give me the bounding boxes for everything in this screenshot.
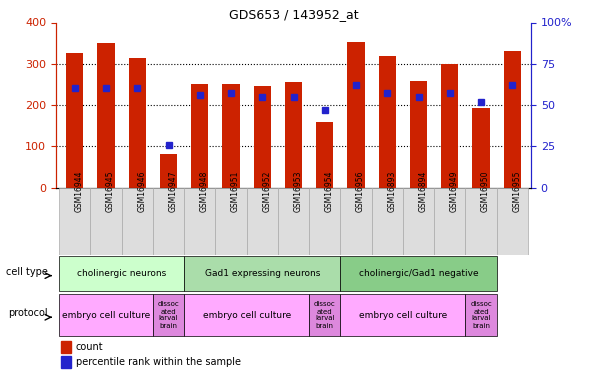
FancyBboxPatch shape — [278, 188, 309, 255]
Text: cholinergic/Gad1 negative: cholinergic/Gad1 negative — [359, 269, 478, 278]
Bar — [66, 54, 83, 188]
FancyBboxPatch shape — [466, 188, 497, 255]
Text: Gad1 expressing neurons: Gad1 expressing neurons — [205, 269, 320, 278]
FancyBboxPatch shape — [153, 294, 184, 336]
Bar — [348, 42, 365, 188]
Text: dissoc
ated
larval
brain: dissoc ated larval brain — [158, 302, 179, 328]
FancyBboxPatch shape — [184, 294, 309, 336]
Text: GSM16950: GSM16950 — [481, 170, 490, 211]
Bar — [316, 122, 333, 188]
FancyBboxPatch shape — [309, 294, 340, 336]
Bar — [222, 84, 240, 188]
Bar — [129, 58, 146, 188]
Text: GSM16944: GSM16944 — [75, 170, 84, 211]
FancyBboxPatch shape — [90, 188, 122, 255]
Text: GSM16948: GSM16948 — [200, 170, 209, 211]
FancyBboxPatch shape — [340, 188, 372, 255]
Text: GSM16956: GSM16956 — [356, 170, 365, 211]
Bar — [285, 82, 302, 188]
Text: GSM16949: GSM16949 — [450, 170, 459, 211]
Text: GSM16946: GSM16946 — [137, 170, 146, 211]
Text: GSM16954: GSM16954 — [324, 170, 334, 211]
FancyBboxPatch shape — [59, 256, 184, 291]
FancyBboxPatch shape — [215, 188, 247, 255]
Text: GSM16951: GSM16951 — [231, 170, 240, 211]
Text: embryo cell culture: embryo cell culture — [62, 310, 150, 320]
Text: embryo cell culture: embryo cell culture — [202, 310, 291, 320]
Text: GSM16893: GSM16893 — [387, 170, 396, 211]
FancyBboxPatch shape — [153, 188, 184, 255]
Bar — [410, 81, 427, 188]
FancyBboxPatch shape — [497, 188, 528, 255]
Text: count: count — [76, 342, 104, 352]
Text: dissoc
ated
larval
brain: dissoc ated larval brain — [314, 302, 336, 328]
FancyBboxPatch shape — [309, 188, 340, 255]
Bar — [254, 87, 271, 188]
FancyBboxPatch shape — [122, 188, 153, 255]
Text: percentile rank within the sample: percentile rank within the sample — [76, 357, 241, 367]
Bar — [191, 84, 208, 188]
Text: GSM16894: GSM16894 — [418, 170, 428, 211]
Title: GDS653 / 143952_at: GDS653 / 143952_at — [229, 8, 358, 21]
Bar — [97, 43, 114, 188]
FancyBboxPatch shape — [340, 256, 497, 291]
Text: GSM16952: GSM16952 — [263, 170, 271, 211]
Text: protocol: protocol — [8, 308, 48, 318]
FancyBboxPatch shape — [403, 188, 434, 255]
Text: GSM16953: GSM16953 — [293, 170, 303, 211]
Bar — [504, 51, 521, 188]
Text: cholinergic neurons: cholinergic neurons — [77, 269, 166, 278]
Bar — [61, 341, 71, 352]
Text: embryo cell culture: embryo cell culture — [359, 310, 447, 320]
FancyBboxPatch shape — [466, 294, 497, 336]
FancyBboxPatch shape — [59, 294, 153, 336]
Bar — [160, 154, 177, 188]
Text: GSM16945: GSM16945 — [106, 170, 115, 211]
Text: GSM16947: GSM16947 — [169, 170, 178, 211]
FancyBboxPatch shape — [184, 188, 215, 255]
Bar — [441, 64, 458, 188]
Bar — [473, 108, 490, 188]
FancyBboxPatch shape — [184, 256, 340, 291]
Bar — [379, 56, 396, 188]
Text: GSM16955: GSM16955 — [512, 170, 521, 211]
FancyBboxPatch shape — [247, 188, 278, 255]
Bar — [61, 356, 71, 368]
FancyBboxPatch shape — [59, 188, 90, 255]
FancyBboxPatch shape — [434, 188, 466, 255]
Text: cell type: cell type — [6, 267, 48, 277]
FancyBboxPatch shape — [372, 188, 403, 255]
Text: dissoc
ated
larval
brain: dissoc ated larval brain — [470, 302, 492, 328]
FancyBboxPatch shape — [340, 294, 466, 336]
